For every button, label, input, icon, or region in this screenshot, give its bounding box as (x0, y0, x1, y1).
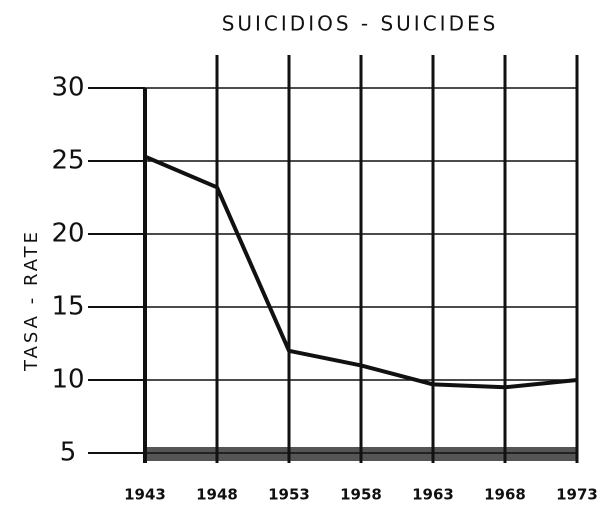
x-tick-label: 1953 (268, 486, 310, 504)
y-tick-label: 25 (51, 146, 84, 176)
x-tick-label: 1943 (124, 486, 166, 504)
data-line (144, 154, 578, 390)
x-tick-label: 1968 (484, 486, 526, 504)
x-tick-label: 1973 (556, 486, 598, 504)
x-tick-label: 1958 (340, 486, 382, 504)
y-tick-label: 15 (51, 292, 84, 322)
x-tick-label: 1963 (412, 486, 454, 504)
x-tick-label: 1948 (196, 486, 238, 504)
chart-title: SUICIDIOS - SUICIDES (222, 12, 499, 36)
y-axis-label: TASA - RATE (21, 229, 42, 372)
y-tick-label: 30 (51, 73, 84, 103)
y-tick-label: 5 (60, 438, 77, 468)
y-tick-label: 20 (51, 219, 84, 249)
y-tick-label: 10 (51, 365, 84, 395)
